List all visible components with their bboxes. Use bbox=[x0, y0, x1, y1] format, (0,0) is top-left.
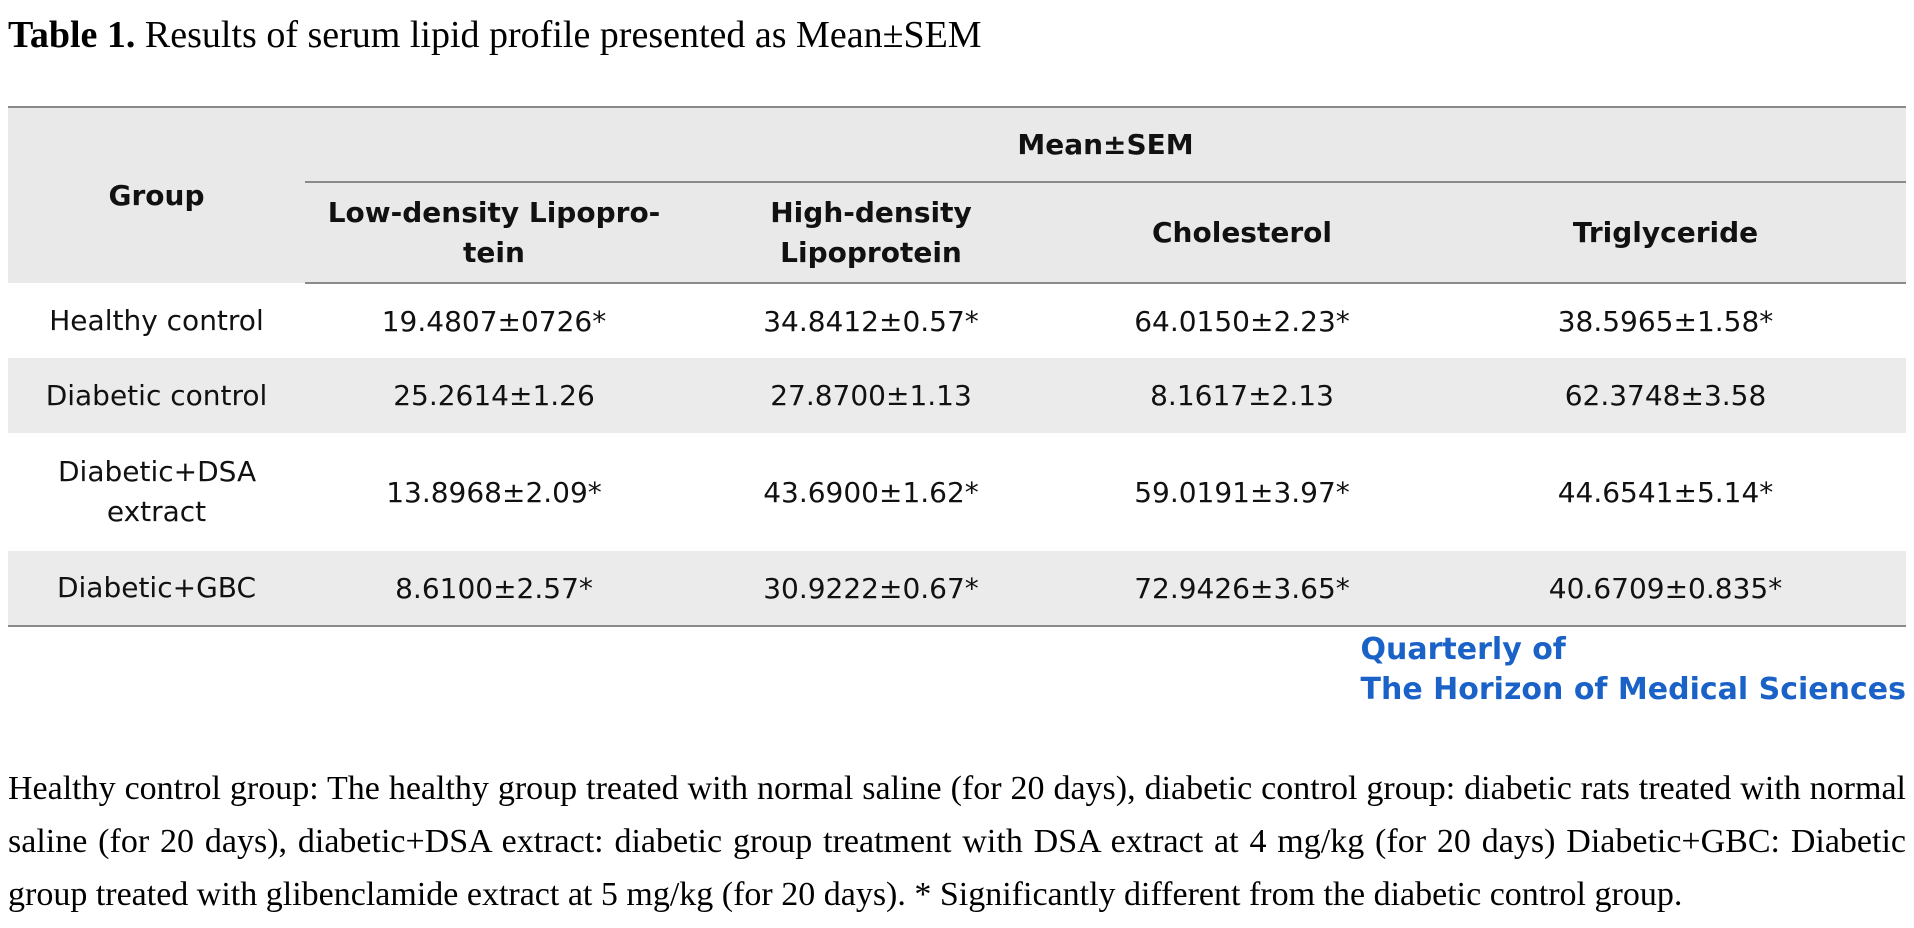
triglyceride-cell: 62.3748±3.58 bbox=[1564, 379, 1767, 412]
ldl-column-header: Low-density Lipopro-tein bbox=[305, 182, 683, 284]
ldl-cell: 25.2614±1.26 bbox=[393, 379, 595, 412]
cholesterol-cell: 8.1617±2.13 bbox=[1150, 379, 1334, 412]
journal-logo-line2: The Horizon of Medical Sciences bbox=[1360, 672, 1906, 707]
cholesterol-cell: 72.9426±3.65* bbox=[1134, 571, 1350, 605]
journal-logo-line1: Quarterly of bbox=[1360, 632, 1566, 667]
triglyceride-column-header: Triglyceride bbox=[1425, 182, 1906, 284]
group-cell: Healthy control bbox=[49, 303, 264, 337]
triglyceride-cell: 44.6541±5.14* bbox=[1557, 475, 1774, 509]
cholesterol-cell: 59.0191±3.97* bbox=[1134, 475, 1350, 509]
ldl-cell: 19.4807±0726* bbox=[381, 304, 607, 338]
cholesterol-cell: 64.0150±2.23* bbox=[1134, 304, 1350, 338]
caption-label: Table 1. bbox=[8, 14, 136, 56]
triglyceride-cell: 38.5965±1.58* bbox=[1557, 304, 1774, 338]
header-row-top: Group Mean±SEM bbox=[8, 107, 1906, 212]
triglyceride-cell: 40.6709±0.835* bbox=[1548, 571, 1783, 605]
ldl-cell: 13.8968±2.09* bbox=[386, 475, 602, 509]
group-column-header: Group bbox=[108, 179, 205, 212]
group-cell: Diabetic+DSA extract bbox=[58, 455, 257, 528]
hdl-cell: 30.9222±0.67* bbox=[763, 571, 979, 605]
table-caption: Table 1. Results of serum lipid profile … bbox=[8, 12, 1508, 58]
lipid-profile-table: Group Mean±SEM Low-density Lipopro-tein … bbox=[8, 106, 1906, 627]
header-row-columns: Low-density Lipopro-tein High-density Li… bbox=[8, 182, 1906, 284]
caption-text: Results of serum lipid profile presented… bbox=[144, 14, 982, 56]
table-row: Diabetic control 25.2614±1.26 27.8700±1.… bbox=[8, 358, 1906, 433]
mean-sem-header: Mean±SEM bbox=[305, 107, 1906, 183]
group-cell: Diabetic+GBC bbox=[56, 571, 257, 604]
hdl-cell: 34.8412±0.57* bbox=[763, 304, 979, 338]
hdl-cell: 27.8700±1.13 bbox=[770, 379, 972, 412]
group-cell: Diabetic control bbox=[45, 378, 268, 412]
cholesterol-column-header: Cholesterol bbox=[1059, 182, 1425, 284]
hdl-column-header: High-density Lipoprotein bbox=[683, 182, 1059, 284]
table-row: Diabetic+DSA extract 13.8968±2.09* 43.69… bbox=[8, 433, 1906, 551]
table-row: Diabetic+GBC 8.6100±2.57* 30.9222±0.67* … bbox=[8, 551, 1906, 626]
journal-logo: Quarterly of The Horizon of Medical Scie… bbox=[1361, 630, 1906, 710]
table-footnote: Healthy control group: The healthy group… bbox=[8, 770, 1906, 913]
ldl-cell: 8.6100±2.57* bbox=[395, 571, 593, 605]
table-row: Healthy control 19.4807±0726* 34.8412±0.… bbox=[8, 283, 1906, 358]
hdl-cell: 43.6900±1.62* bbox=[763, 475, 979, 509]
